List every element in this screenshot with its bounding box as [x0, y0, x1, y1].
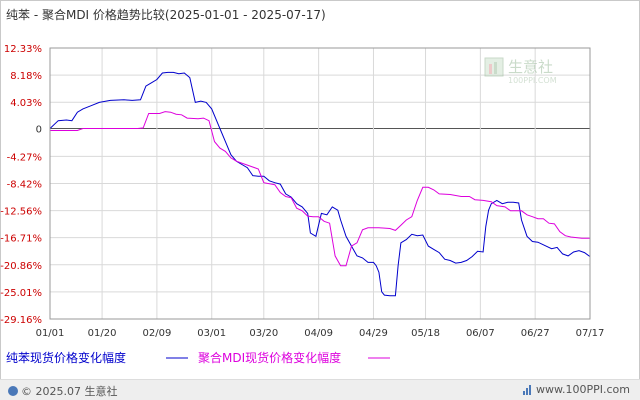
bars-icon	[523, 385, 532, 398]
axes	[49, 47, 591, 320]
y-tick-label: -29.16%	[0, 315, 42, 326]
x-tick-label: 03/01	[197, 328, 226, 339]
x-tick-labels: 01/01 01/20 02/09 03/01 03/20 04/09 04/29 05/18…	[36, 328, 605, 339]
series-line-2	[50, 111, 590, 267]
x-tick-label: 05/18	[411, 328, 440, 339]
legend: 纯苯现货价格变化幅度 聚合MDI现货价格变化幅度	[6, 350, 390, 365]
y-tick-label: -8.42%	[7, 180, 42, 191]
y-tick-label: 4.03%	[10, 98, 42, 109]
footer-copyright-text: © 2025.07 生意社	[21, 385, 118, 398]
y-tick-label: -16.71%	[0, 234, 42, 245]
y-tick-label: -12.56%	[0, 207, 42, 218]
chart-title: 纯苯 - 聚合MDI 价格趋势比较(2025-01-01 - 2025-07-1…	[6, 8, 326, 22]
y-tick-labels: 12.33% 8.18% 4.03% 0 -4.27% -8.42% -12.56% -16.…	[0, 44, 42, 326]
x-tick-label: 04/29	[359, 328, 388, 339]
y-tick-label: 12.33%	[4, 44, 42, 55]
x-tick-label: 04/09	[304, 328, 333, 339]
y-tick-label: -4.27%	[7, 152, 42, 163]
watermark-subtext: 100PPI.COM	[508, 76, 557, 85]
y-tick-label: 0	[36, 125, 42, 136]
x-tick-label: 01/20	[88, 328, 117, 339]
series-layer	[49, 71, 591, 297]
y-tick-label: 8.18%	[10, 71, 42, 82]
legend-label-2: 聚合MDI现货价格变化幅度	[198, 350, 341, 365]
x-tick-label: 07/17	[576, 328, 605, 339]
footer-site-link[interactable]: www.100PPI.com	[536, 383, 630, 396]
series-line-1	[49, 71, 591, 297]
plot-border	[49, 47, 591, 320]
x-tick-label: 01/01	[36, 328, 65, 339]
copyright-icon	[8, 386, 18, 396]
watermark-logo: 生意社 100PPI.COM	[484, 57, 557, 85]
footer-copyright: © 2025.07 生意社	[8, 383, 117, 399]
y-tick-label: -25.01%	[0, 288, 42, 299]
x-tick-label: 06/07	[466, 328, 495, 339]
y-tick-label: -20.86%	[0, 261, 42, 272]
footer-site[interactable]: www.100PPI.com	[523, 383, 630, 398]
x-tick-label: 06/27	[521, 328, 550, 339]
legend-label-1: 纯苯现货价格变化幅度	[6, 350, 126, 365]
watermark-text: 生意社	[508, 58, 553, 76]
grid-lines	[49, 47, 591, 320]
x-tick-label: 02/09	[142, 328, 171, 339]
x-tick-label: 03/20	[249, 328, 278, 339]
footer: © 2025.07 生意社 www.100PPI.com	[0, 379, 640, 400]
